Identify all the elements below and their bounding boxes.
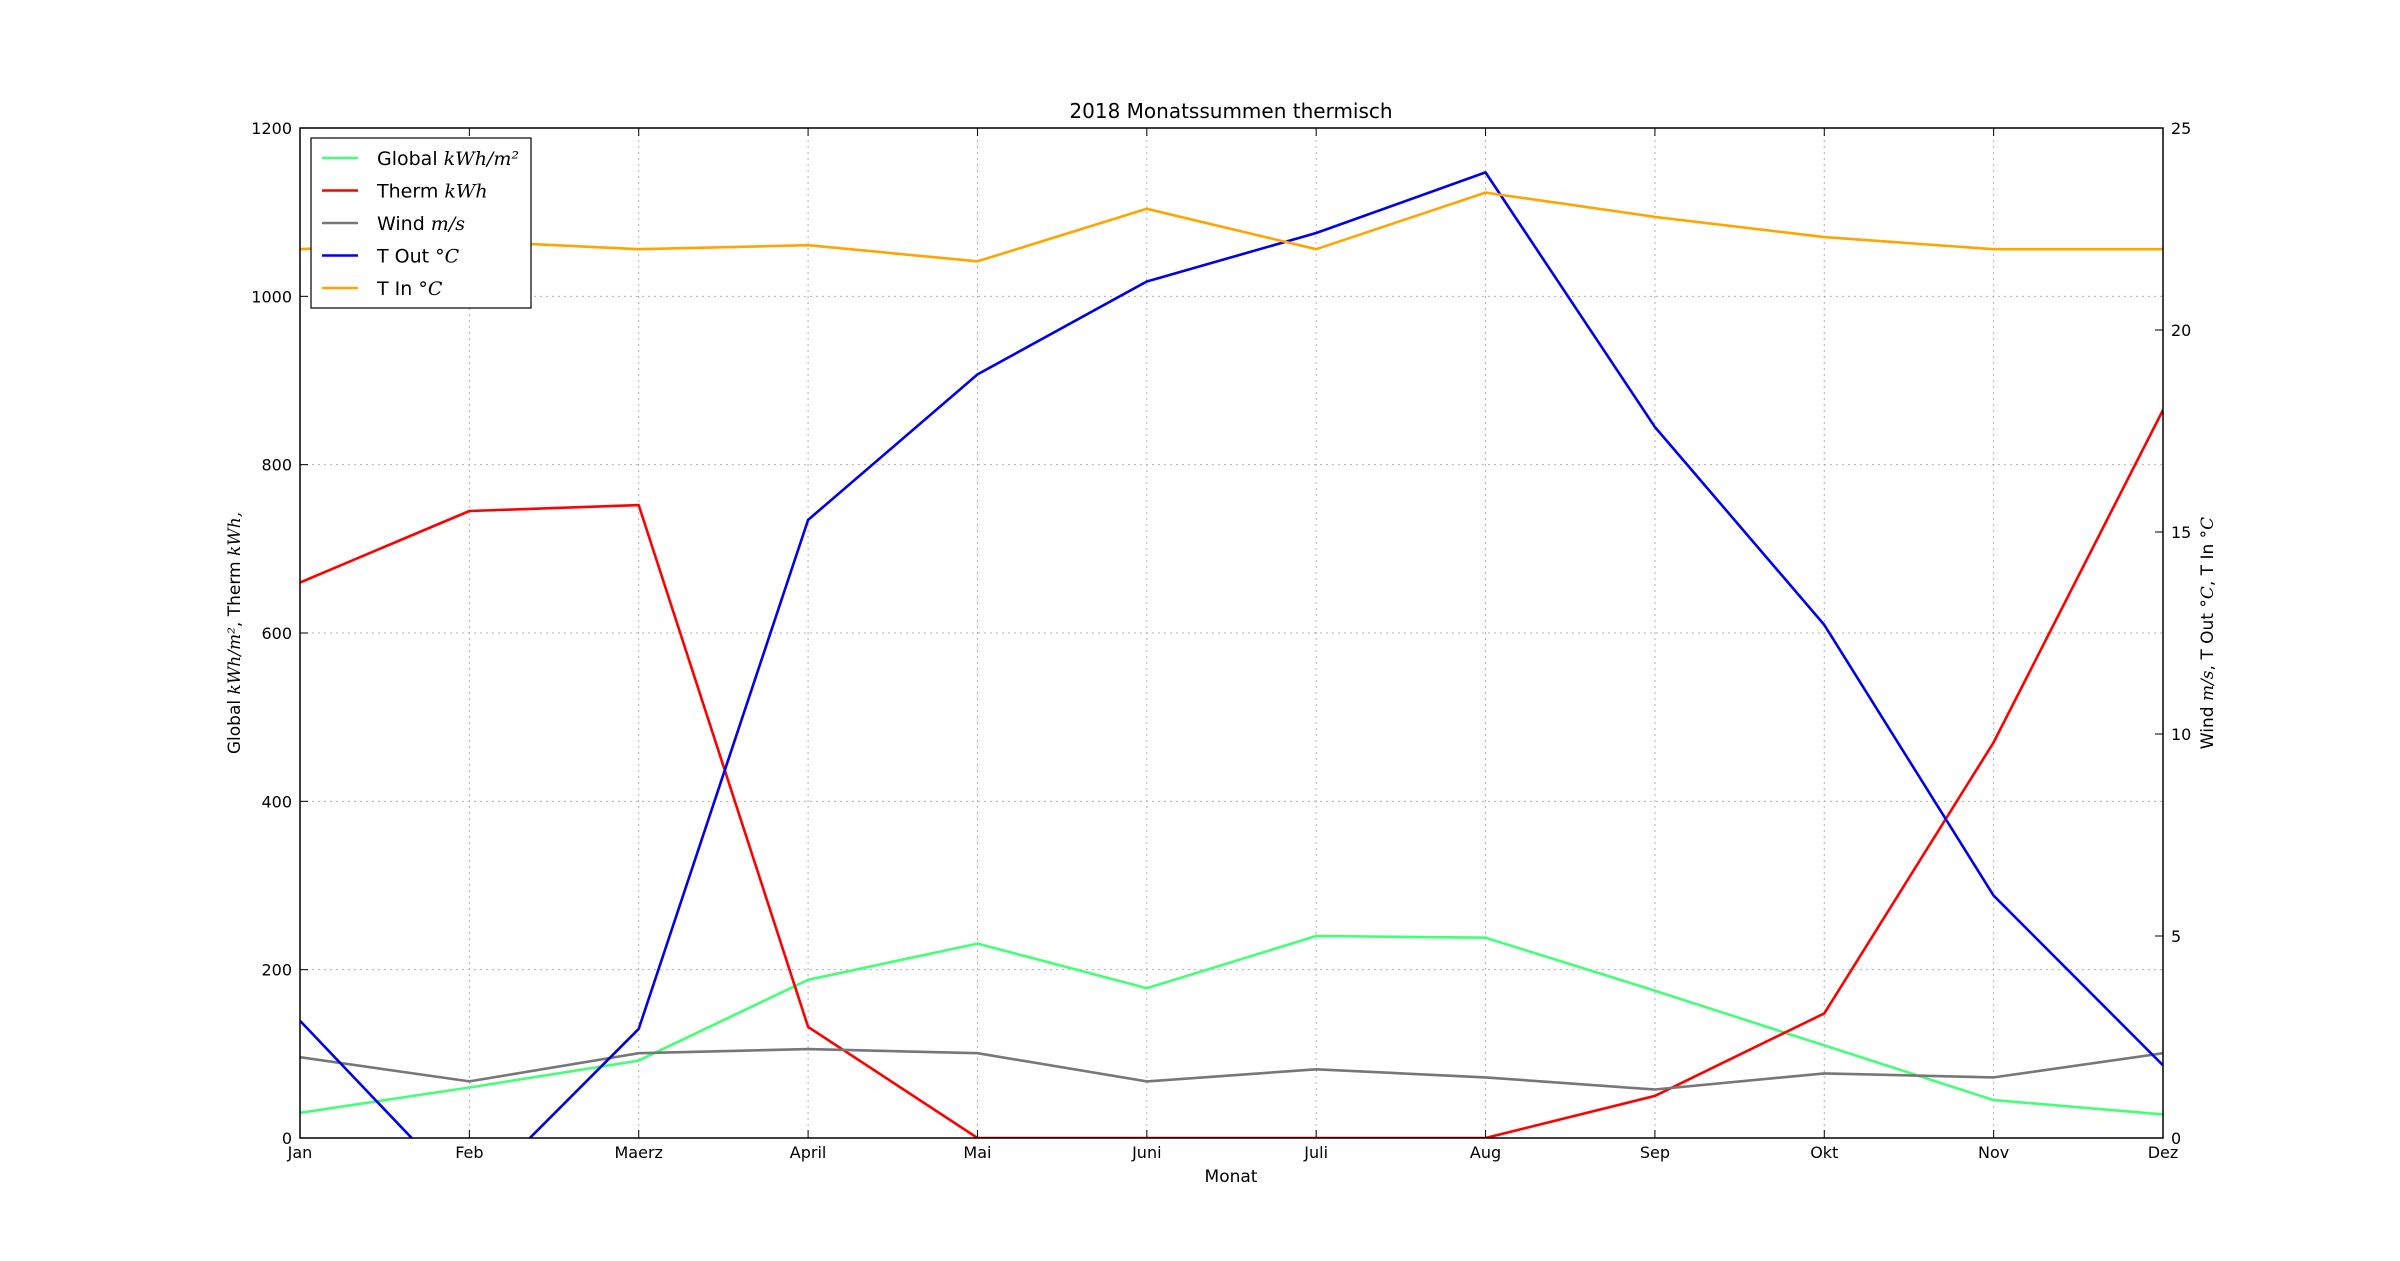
legend-series-name: T Out [376, 246, 435, 268]
x-tick-label: April [790, 1143, 827, 1162]
x-tick-label: Feb [455, 1143, 483, 1162]
right-y-tick-label: 15 [2171, 523, 2191, 542]
x-tick-label: Juli [1303, 1143, 1328, 1162]
x-tick-label: Sep [1640, 1143, 1670, 1162]
legend-series-unit: kWh [444, 181, 487, 203]
x-tick-label: Juni [1131, 1143, 1161, 1162]
legend-label: Therm kWh [376, 181, 488, 203]
right-y-tick-label: 5 [2171, 927, 2181, 946]
x-tick-label: Okt [1810, 1143, 1838, 1162]
legend-item-therm: Therm kWh [322, 181, 488, 203]
legend-item-t-in: T In °C [322, 278, 443, 300]
legend-item-t-out: T Out °C [322, 246, 460, 268]
legend-item-global: Global kWh/m² [322, 148, 519, 170]
series-line-global [300, 934, 2163, 1116]
grid [300, 128, 2163, 1138]
left-y-axis-label: Global kWh/m², Therm kWh, [225, 512, 245, 754]
right-y-label-unit-tin: °C [2198, 517, 2218, 539]
x-tick-label: Maerz [615, 1143, 663, 1162]
legend-series-unit: °C [418, 278, 443, 300]
x-tick-label: Jan [287, 1143, 313, 1162]
left-y-tick-label: 200 [261, 961, 292, 980]
left-y-tick-label: 1200 [251, 119, 292, 138]
series-line-t-in [300, 191, 2163, 263]
x-axis-label: Monat [1205, 1167, 1258, 1187]
legend-item-wind: Wind m/s [322, 213, 465, 235]
left-y-tick-label: 1000 [251, 287, 292, 306]
right-y-label-mid2: , T In [2198, 538, 2218, 586]
left-y-label-prefix: Global [225, 694, 245, 754]
right-y-tick-label: 20 [2171, 321, 2191, 340]
right-y-label-unit-tout: °C [2198, 586, 2218, 608]
left-y-label-mid: , Therm [225, 556, 245, 627]
legend-series-name: Therm [376, 181, 444, 203]
right-y-label-prefix: Wind [2198, 701, 2218, 749]
x-tick-label: Aug [1470, 1143, 1501, 1162]
left-y-tick-label: 600 [261, 624, 292, 643]
ticks: Jan Feb Maerz April Mai Juni Juli Aug Sep Okt Nov D… [251, 119, 2191, 1162]
right-y-axis-label: Wind m/s, T Out °C, T In °C [2198, 517, 2218, 749]
legend-series-name: Wind [377, 213, 431, 235]
right-y-tick-label: 10 [2171, 725, 2191, 744]
right-y-label-mid: , T Out [2198, 608, 2218, 671]
left-y-tick-label: 400 [261, 792, 292, 811]
left-y-label-unit-global: kWh/m² [225, 627, 245, 695]
legend-series-name: T In [376, 278, 418, 300]
x-tick-label: Nov [1978, 1143, 2009, 1162]
left-y-label-unit-therm: kWh, [225, 512, 245, 556]
series-layer [300, 171, 2163, 1138]
chart-title: 2018 Monatssummen thermisch [1069, 99, 1392, 123]
left-y-tick-label: 800 [261, 456, 292, 475]
legend-label: T Out °C [376, 246, 460, 268]
series-line-therm [300, 409, 2163, 1138]
legend-series-unit: °C [435, 246, 460, 268]
series-line-t-out [300, 171, 2163, 1138]
legend-label: T In °C [376, 278, 443, 300]
right-y-label-unit-wind: m/s [2198, 670, 2218, 701]
x-tick-label: Dez [2148, 1143, 2179, 1162]
right-y-tick-label: 25 [2171, 119, 2191, 138]
legend-label: Wind m/s [377, 213, 465, 235]
x-tick-label: Mai [963, 1143, 991, 1162]
legend-series-unit: kWh/m² [444, 148, 519, 170]
right-y-tick-label: 0 [2171, 1129, 2181, 1148]
legend-series-name: Global [377, 148, 444, 170]
left-y-tick-label: 0 [282, 1129, 292, 1148]
legend-label: Global kWh/m² [377, 148, 519, 170]
legend-series-unit: m/s [431, 213, 465, 235]
